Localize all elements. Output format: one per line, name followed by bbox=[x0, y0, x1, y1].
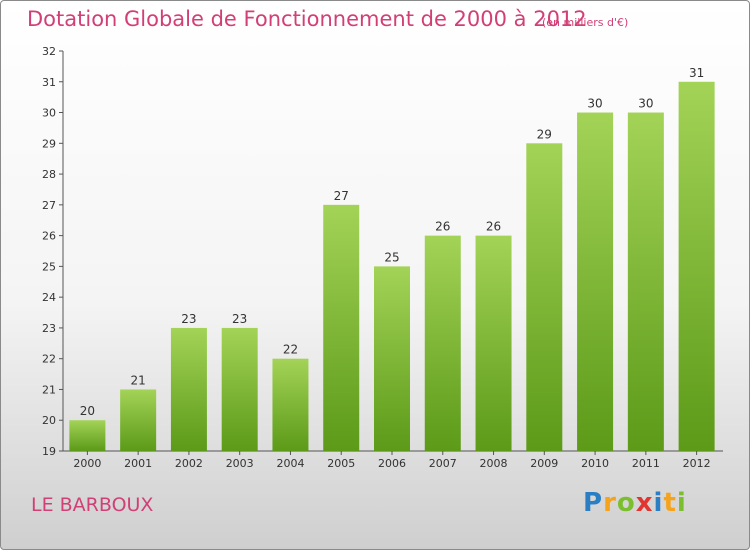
data-label: 31 bbox=[689, 66, 704, 80]
logo-letter: t bbox=[663, 488, 677, 518]
bar bbox=[170, 327, 207, 451]
y-tick-label: 20 bbox=[42, 414, 56, 427]
data-label: 20 bbox=[80, 404, 95, 418]
x-tick-label: 2002 bbox=[175, 457, 203, 470]
bar bbox=[678, 81, 715, 452]
x-tick-label: 2007 bbox=[429, 457, 457, 470]
logo-letter: i bbox=[676, 488, 687, 518]
bar bbox=[374, 266, 410, 451]
x-tick-label: 2008 bbox=[480, 457, 508, 470]
bars-group bbox=[69, 81, 715, 452]
bar bbox=[221, 327, 258, 451]
data-label: 23 bbox=[232, 312, 247, 326]
logo-letter: x bbox=[635, 488, 654, 518]
data-label: 23 bbox=[181, 312, 196, 326]
bar bbox=[272, 358, 309, 451]
x-tick-label: 2000 bbox=[73, 457, 101, 470]
y-tick-label: 27 bbox=[42, 199, 56, 212]
y-tick-label: 22 bbox=[42, 353, 56, 366]
x-tick-label: 2001 bbox=[124, 457, 152, 470]
bar bbox=[120, 389, 157, 451]
data-label: 21 bbox=[131, 373, 146, 387]
bar bbox=[323, 204, 360, 451]
data-label: 30 bbox=[587, 97, 602, 111]
data-label: 26 bbox=[486, 220, 501, 234]
y-tick-label: 26 bbox=[42, 230, 56, 243]
y-tick-label: 30 bbox=[42, 107, 56, 120]
y-tick-label: 19 bbox=[42, 445, 56, 458]
bar bbox=[475, 235, 512, 451]
logo-letter: o bbox=[616, 488, 636, 518]
y-tick-label: 23 bbox=[42, 322, 56, 335]
y-tick-label: 25 bbox=[42, 260, 56, 273]
x-tick-label: 2004 bbox=[276, 457, 304, 470]
x-tick-label: 2012 bbox=[683, 457, 711, 470]
y-tick-label: 28 bbox=[42, 168, 56, 181]
y-tick-label: 32 bbox=[42, 45, 56, 58]
axes: 19 20 21 22 23 24 25 26 27 28 29 30 31 32 bbox=[42, 45, 723, 458]
logo-letter: i bbox=[653, 488, 664, 518]
y-tick-label: 24 bbox=[42, 291, 56, 304]
data-label: 26 bbox=[435, 220, 450, 234]
y-tick-label: 21 bbox=[42, 383, 56, 396]
x-tick-label: 2006 bbox=[378, 457, 406, 470]
data-label: 29 bbox=[537, 127, 552, 141]
chart-subtitle: (en milliers d'€) bbox=[542, 16, 629, 29]
chart-title: Dotation Globale de Fonctionnement de 20… bbox=[27, 7, 587, 31]
bar bbox=[424, 235, 461, 451]
data-label: 25 bbox=[384, 250, 399, 264]
bar bbox=[627, 112, 664, 452]
x-tick-label: 2003 bbox=[226, 457, 254, 470]
bar bbox=[69, 420, 106, 451]
data-label: 30 bbox=[638, 97, 653, 111]
bar bbox=[577, 112, 614, 452]
x-tick-label: 2010 bbox=[581, 457, 609, 470]
logo-letter: P bbox=[583, 488, 604, 518]
data-label: 22 bbox=[283, 343, 298, 357]
x-tick-label: 2011 bbox=[632, 457, 660, 470]
bar bbox=[526, 143, 563, 452]
labels-group: 20 2000 21 2001 23 2002 23 2003 22 2004 27 2005 25 20… bbox=[73, 66, 710, 470]
proxiti-logo: Proxiti bbox=[583, 488, 687, 518]
x-tick-label: 2005 bbox=[327, 457, 355, 470]
commune-name: LE BARBOUX bbox=[31, 494, 154, 516]
y-tick-label: 29 bbox=[42, 137, 56, 150]
x-tick-label: 2009 bbox=[530, 457, 558, 470]
logo-letter: r bbox=[603, 488, 617, 518]
data-label: 27 bbox=[334, 189, 349, 203]
y-tick-label: 31 bbox=[42, 76, 56, 89]
